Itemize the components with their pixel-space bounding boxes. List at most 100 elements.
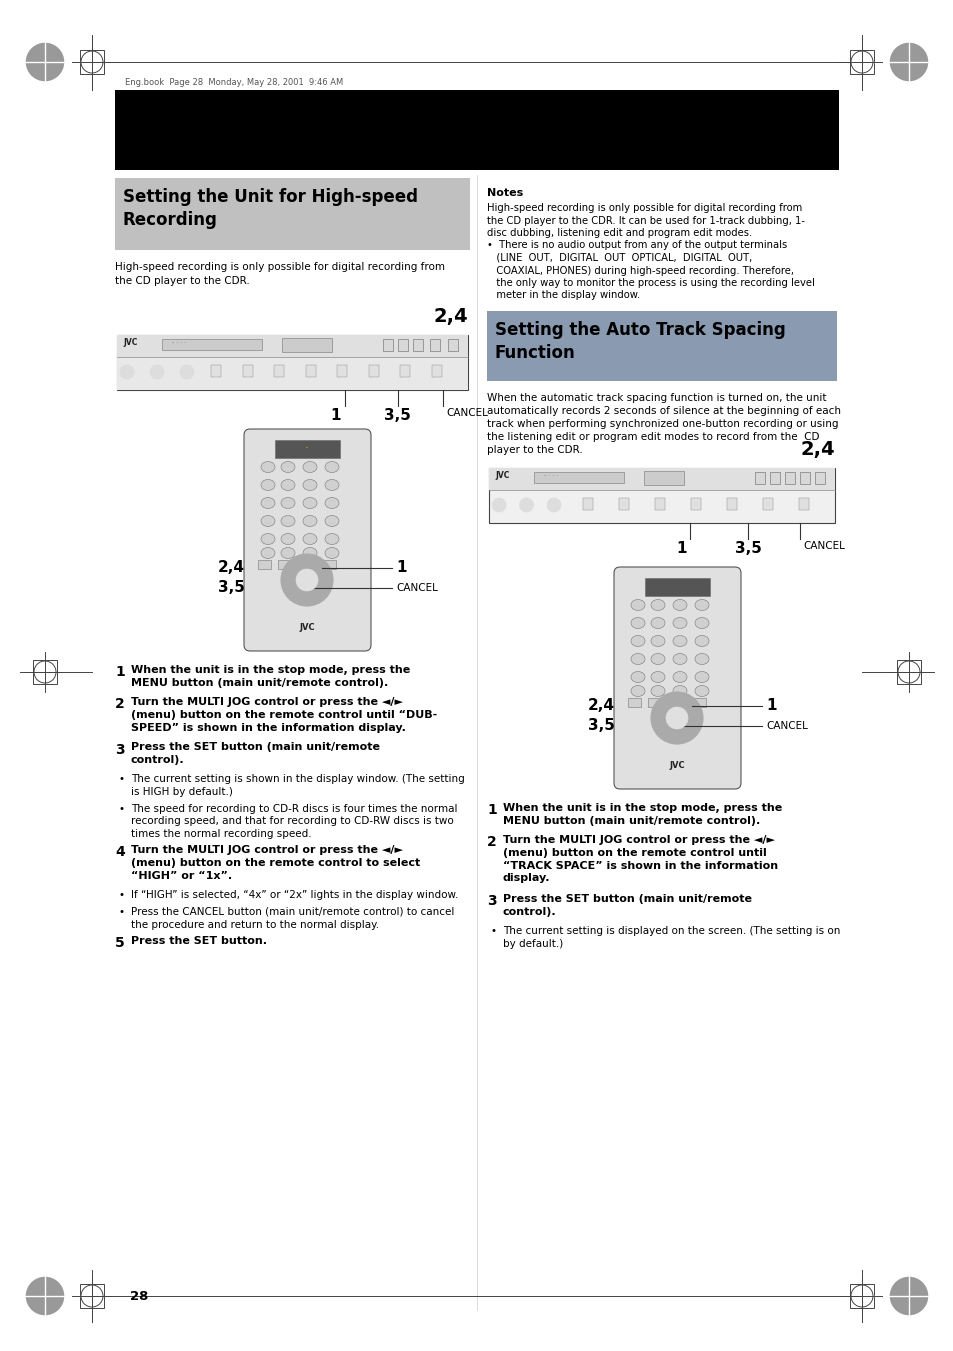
Ellipse shape (281, 534, 294, 544)
Bar (784, 471, 794, 484)
Bar (618, 499, 628, 509)
Text: the only way to monitor the process is using the recording level: the only way to monitor the process is u… (486, 278, 814, 288)
Text: Press the CANCEL button (main unit/remote control) to cancel
the procedure and r: Press the CANCEL button (main unit/remot… (131, 907, 454, 929)
Text: Turn the MULTI JOG control or press the ◄/►
(menu) button on the remote control : Turn the MULTI JOG control or press the … (131, 697, 436, 732)
FancyBboxPatch shape (244, 430, 371, 651)
Circle shape (665, 707, 687, 730)
Ellipse shape (672, 635, 686, 647)
Circle shape (492, 499, 505, 512)
Text: 1: 1 (115, 665, 125, 680)
Text: 2: 2 (486, 835, 497, 848)
Text: Press the SET button (main unit/remote
control).: Press the SET button (main unit/remote c… (502, 894, 751, 917)
Bar (282, 338, 332, 353)
Ellipse shape (325, 480, 338, 490)
Circle shape (295, 569, 317, 590)
Bar (754, 471, 764, 484)
Text: The speed for recording to CD-R discs is four times the normal
recording speed, : The speed for recording to CD-R discs is… (131, 804, 457, 839)
Ellipse shape (261, 462, 274, 473)
Bar (115, 178, 470, 250)
Bar (647, 698, 660, 707)
Text: CANCEL: CANCEL (446, 408, 488, 417)
Text: Turn the MULTI JOG control or press the ◄/►
(menu) button on the remote control : Turn the MULTI JOG control or press the … (131, 844, 420, 881)
Bar (726, 499, 737, 509)
Text: •: • (491, 925, 497, 936)
Text: When the unit is in the stop mode, press the
MENU button (main unit/remote contr: When the unit is in the stop mode, press… (131, 665, 410, 688)
Ellipse shape (281, 462, 294, 473)
Bar (400, 365, 410, 377)
Text: The current setting is shown in the display window. (The setting
is HIGH by defa: The current setting is shown in the disp… (131, 774, 464, 797)
Text: track when performing synchronized one-button recording or using: track when performing synchronized one-b… (486, 419, 838, 430)
Bar (799, 499, 808, 509)
Bar (849, 1283, 873, 1308)
Text: 3: 3 (115, 743, 125, 757)
Bar (115, 91, 838, 170)
Bar (242, 365, 253, 377)
Text: - · · ·: - · · · (543, 473, 558, 478)
Text: High-speed recording is only possible for digital recording from
the CD player t: High-speed recording is only possible fo… (115, 262, 444, 286)
Bar (413, 339, 422, 351)
Bar (582, 499, 593, 509)
Ellipse shape (281, 516, 294, 527)
Text: 1: 1 (765, 698, 776, 713)
Text: 3,5: 3,5 (735, 540, 761, 557)
Text: ·: · (305, 443, 309, 453)
Bar (800, 471, 809, 484)
Bar (896, 659, 921, 684)
Text: Setting the Unit for High-speed
Recording: Setting the Unit for High-speed Recordin… (123, 188, 417, 228)
Bar (489, 467, 834, 490)
Ellipse shape (261, 497, 274, 508)
Circle shape (650, 692, 702, 744)
Text: - · · ·: - · · · (172, 340, 186, 345)
Ellipse shape (261, 480, 274, 490)
Ellipse shape (650, 617, 664, 628)
Ellipse shape (672, 600, 686, 611)
Ellipse shape (325, 534, 338, 544)
Bar (337, 365, 347, 377)
Bar (762, 499, 772, 509)
Text: Eng.book  Page 28  Monday, May 28, 2001  9:46 AM: Eng.book Page 28 Monday, May 28, 2001 9:… (125, 78, 343, 86)
Text: •: • (119, 890, 125, 901)
Ellipse shape (303, 480, 316, 490)
Text: The current setting is displayed on the screen. (The setting is on
by default.): The current setting is displayed on the … (502, 925, 840, 948)
Ellipse shape (261, 534, 274, 544)
Text: If “HIGH” is selected, “4x” or “2x” lights in the display window.: If “HIGH” is selected, “4x” or “2x” ligh… (131, 890, 457, 901)
Text: 1: 1 (486, 802, 497, 817)
Bar (117, 335, 468, 357)
Text: 2,4: 2,4 (587, 698, 615, 713)
Text: 1: 1 (330, 408, 340, 423)
Bar (397, 339, 408, 351)
Bar (655, 499, 664, 509)
Text: 3,5: 3,5 (587, 719, 615, 734)
FancyBboxPatch shape (614, 567, 740, 789)
Text: meter in the display window.: meter in the display window. (486, 290, 639, 300)
Ellipse shape (261, 547, 274, 558)
Circle shape (888, 1275, 928, 1316)
Bar (814, 471, 824, 484)
Ellipse shape (650, 635, 664, 647)
Text: 4: 4 (115, 844, 125, 859)
Text: CANCEL: CANCEL (802, 540, 844, 551)
Ellipse shape (672, 654, 686, 665)
Text: Press the SET button (main unit/remote
control).: Press the SET button (main unit/remote c… (131, 743, 379, 765)
Text: Notes: Notes (486, 188, 522, 199)
Circle shape (25, 1275, 65, 1316)
Text: Press the SET button.: Press the SET button. (131, 936, 267, 946)
Bar (277, 561, 291, 569)
Bar (849, 50, 873, 74)
Ellipse shape (650, 685, 664, 697)
Text: 3,5: 3,5 (384, 408, 411, 423)
Ellipse shape (695, 600, 708, 611)
Text: •: • (119, 804, 125, 813)
Bar (432, 365, 441, 377)
Ellipse shape (325, 516, 338, 527)
Text: 1: 1 (676, 540, 686, 557)
Bar (369, 365, 378, 377)
Text: CANCEL: CANCEL (395, 584, 437, 593)
Circle shape (546, 499, 560, 512)
Bar (211, 365, 221, 377)
Bar (627, 698, 640, 707)
Ellipse shape (695, 654, 708, 665)
Bar (301, 561, 314, 569)
Bar (489, 467, 834, 523)
Bar (305, 365, 315, 377)
